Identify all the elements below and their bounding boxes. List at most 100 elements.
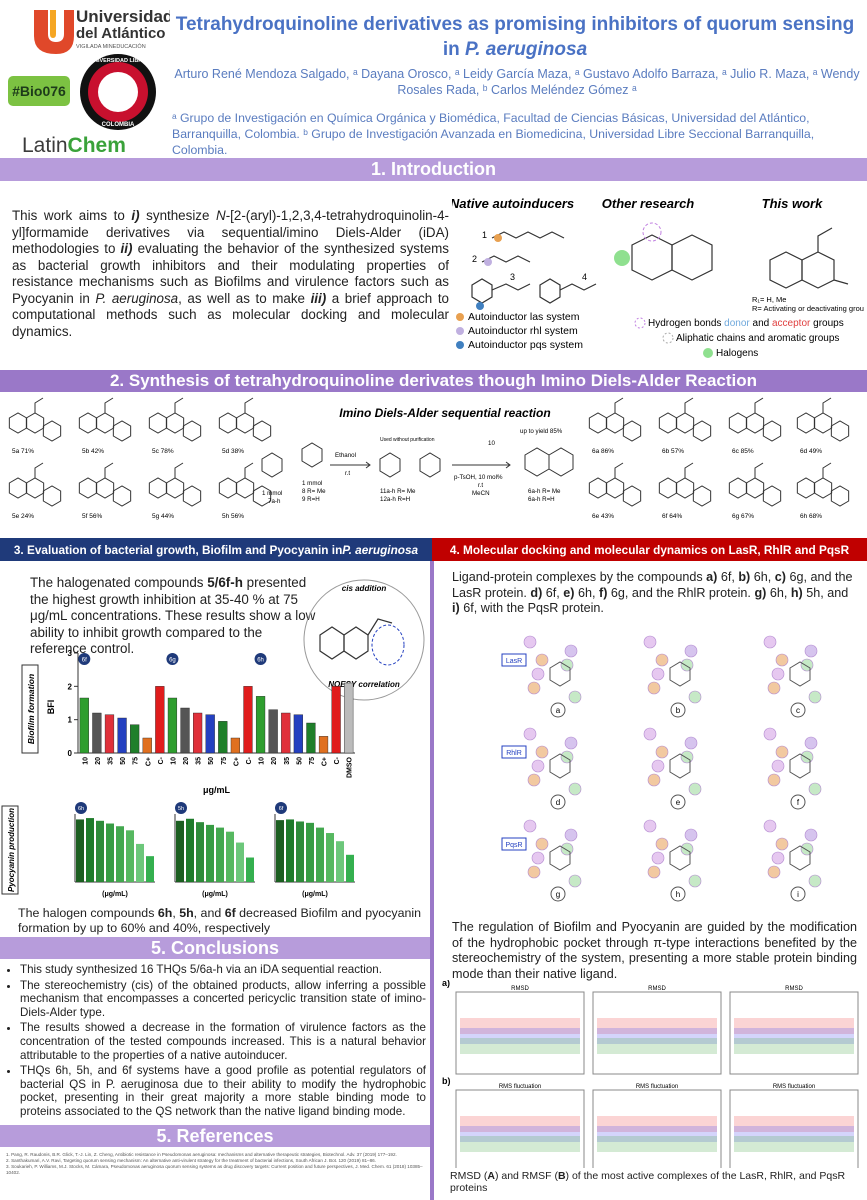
legend-swatch xyxy=(662,332,674,344)
ligand xyxy=(669,845,691,871)
caption-text: ) of the most active complexes of the La… xyxy=(450,1170,846,1194)
x-axis-label: μg/mL xyxy=(203,785,231,795)
panel-badge xyxy=(550,702,566,718)
plot-title: RMS fluctuation xyxy=(773,1084,815,1090)
section-heading: 3. Evaluation of bacterial growth, Biofi… xyxy=(0,538,432,561)
bar xyxy=(255,696,266,754)
x-tick-label: 35 xyxy=(107,757,114,765)
text-run: , as well as to make xyxy=(178,290,311,306)
ring xyxy=(745,477,765,499)
plot-band xyxy=(734,1136,854,1152)
protein-tag xyxy=(501,745,527,759)
section-heading: 5. References xyxy=(0,1125,430,1147)
docking-panel: i xyxy=(763,819,822,902)
panel-tag-label: 6h xyxy=(78,806,84,812)
panel-badge xyxy=(790,794,806,810)
ring xyxy=(252,485,272,507)
ligand xyxy=(549,753,571,779)
x-tick-label: 75 xyxy=(221,757,228,765)
bar xyxy=(76,819,84,882)
scheme-label: up to yield 85% xyxy=(520,428,563,435)
bond xyxy=(244,397,254,413)
bar xyxy=(331,686,341,754)
residue xyxy=(684,736,698,750)
residue xyxy=(680,842,694,856)
poster-title: Tetrahydroquinoline derivatives as promi… xyxy=(165,12,865,62)
bar xyxy=(216,827,224,882)
text-run: Ligand-protein complexes by the compound… xyxy=(452,570,707,584)
las-marker xyxy=(494,234,502,242)
residue xyxy=(767,865,781,879)
bar xyxy=(186,818,194,882)
bond xyxy=(174,462,184,478)
ring xyxy=(605,477,625,499)
residue xyxy=(804,644,818,658)
ring xyxy=(112,420,132,442)
panel-letter: h xyxy=(676,890,680,899)
legend-label: Hydrogen bonds donor and acceptor groups xyxy=(648,318,844,329)
bond xyxy=(34,462,44,478)
bar xyxy=(326,833,334,882)
panel-tag-label: 5h xyxy=(178,806,184,812)
plot-title: RMSD xyxy=(511,986,529,992)
x-tick-label: 75 xyxy=(133,757,140,765)
noesy-marker xyxy=(371,624,405,666)
residue xyxy=(643,727,657,741)
latinchem-logo: LatinChem xyxy=(22,134,126,157)
ring xyxy=(218,412,238,434)
ring xyxy=(182,485,202,507)
halogen-marker xyxy=(614,250,630,266)
molecule-drawing xyxy=(148,462,202,507)
compound-label: 6d 49% xyxy=(800,448,822,455)
text-run: c) xyxy=(774,570,786,584)
docking-text: Ligand-protein complexes by the compound… xyxy=(452,570,857,617)
residue xyxy=(651,759,665,773)
ligand xyxy=(789,845,811,871)
axis-title: Pyocyanin production xyxy=(7,808,16,892)
residue xyxy=(680,750,694,764)
plot-band xyxy=(460,1136,580,1152)
caption-text: RMSD ( xyxy=(450,1170,488,1182)
text-run: 6f xyxy=(224,906,236,920)
ring xyxy=(148,412,168,434)
figure-heading: This work xyxy=(762,196,823,211)
scheme-label: 1 mmol xyxy=(302,480,322,487)
residue xyxy=(800,842,814,856)
axis-title-box xyxy=(21,664,39,754)
text-run: f) xyxy=(599,585,608,600)
legend-swatch xyxy=(703,348,713,358)
scheme-drawing xyxy=(261,442,574,478)
bar xyxy=(268,709,278,754)
scheme-label: 10 xyxy=(488,440,495,447)
bar xyxy=(246,857,254,882)
plot-frame xyxy=(729,991,859,1075)
docking-panel: c xyxy=(763,635,822,718)
docking-panel: b xyxy=(643,635,702,718)
text-run: -[2-(aryl)-1,2,3,4-tetrahydroquinolin-4-… xyxy=(12,208,449,256)
bond xyxy=(754,397,764,413)
text-run: iii) xyxy=(310,290,327,306)
plot-band xyxy=(460,1038,580,1054)
biofilm-chart: Biofilm formation BFI 0 1 2 3 10 20 35 50 75 C+ C- 10… xyxy=(21,649,355,795)
conclusion-item: This study synthesized 16 THQs 5/6a-h vi… xyxy=(20,963,426,977)
ring xyxy=(252,420,272,442)
bar xyxy=(226,831,234,882)
text-run: , xyxy=(172,906,180,920)
rhl-marker xyxy=(484,258,492,266)
bar xyxy=(344,682,354,754)
ring xyxy=(762,420,782,442)
text-run: The halogenated compounds xyxy=(30,575,208,590)
residue xyxy=(804,736,818,750)
panel-badge xyxy=(670,886,686,902)
bar xyxy=(146,856,154,882)
bond xyxy=(34,397,44,413)
text-run: decreased Biofilm and pyocyanin formatio… xyxy=(18,906,421,935)
reference-item: 3. Soukarieh, P. Williams, M.J. Stocks, … xyxy=(6,1164,423,1175)
axis-title-box xyxy=(1,805,19,895)
residue xyxy=(531,851,545,865)
scheme-label: 6a-h R=H xyxy=(528,496,555,503)
plot-band xyxy=(460,1126,580,1142)
text-run: 6f, xyxy=(717,570,739,584)
bar xyxy=(218,721,228,754)
residue xyxy=(527,773,541,787)
